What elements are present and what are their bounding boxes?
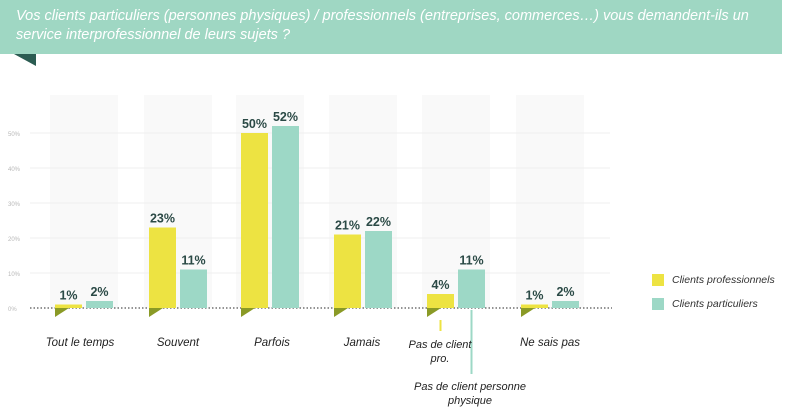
y-tick-label: 30% [8, 202, 21, 208]
y-tick-label: 20% [8, 237, 21, 243]
data-label: 1% [59, 289, 77, 303]
bar-pro [521, 304, 548, 308]
bar-pro [55, 304, 82, 308]
bar-base-fold [149, 308, 163, 317]
data-label: 50% [242, 117, 267, 131]
data-label: 11% [459, 254, 483, 268]
chart-title: Vos clients particuliers (personnes phys… [16, 8, 749, 43]
category-label-parfois: Parfois [254, 337, 290, 349]
legend-item-particulier: Clients particuliers [652, 296, 775, 311]
category-label-pas-de-client-personne-physique: Pas de client personne physique [414, 381, 526, 407]
title-banner [0, 0, 782, 54]
bar-pro [427, 294, 454, 308]
y-tick-label: 0% [8, 307, 17, 313]
bar-pro [241, 133, 268, 308]
data-label: 2% [556, 285, 574, 299]
data-label: 1% [525, 289, 543, 303]
column-panel [50, 95, 118, 308]
y-tick-label: 50% [8, 132, 21, 138]
category-label-ne-sais-pas: Ne sais pas [519, 337, 581, 349]
legend: Clients professionnels Clients particuli… [652, 272, 775, 320]
bar-particulier [458, 269, 485, 308]
data-label: 4% [431, 278, 449, 292]
legend-swatch-pro [652, 273, 664, 286]
legend-label-pro: Clients professionnels [672, 273, 775, 286]
data-label: 11% [181, 254, 205, 268]
legend-item-pro: Clients professionnels [652, 272, 775, 287]
y-tick-label: 10% [8, 272, 21, 278]
data-label: 52% [273, 110, 298, 124]
category-label-jamais: Jamais [343, 337, 381, 349]
bar-pro [334, 234, 361, 308]
bar-base-fold [427, 308, 441, 317]
data-label: 21% [335, 219, 360, 233]
category-label-tout-le-temps: Tout le temps [45, 337, 115, 349]
bar-particulier [86, 301, 113, 308]
bar-base-fold [241, 308, 255, 317]
bar-particulier [272, 126, 299, 308]
bar-pro [149, 227, 176, 308]
bar-particulier [365, 231, 392, 308]
bar-base-fold [521, 308, 535, 317]
title-banner-fold [14, 54, 36, 66]
bar-base-fold [55, 308, 69, 317]
bar-particulier [180, 269, 207, 308]
data-label: 23% [150, 212, 175, 226]
data-label: 2% [90, 285, 108, 299]
category-label-souvent: Souvent [156, 337, 200, 349]
legend-swatch-particulier [652, 297, 664, 310]
category-label-pas-de-client-pro: Pas de client pro. [408, 339, 472, 365]
y-tick-label: 40% [8, 167, 21, 173]
bar-particulier [552, 301, 579, 308]
data-label: 22% [366, 215, 391, 229]
column-panel [516, 95, 584, 308]
bar-base-fold [334, 308, 348, 317]
legend-label-particulier: Clients particuliers [672, 297, 758, 310]
